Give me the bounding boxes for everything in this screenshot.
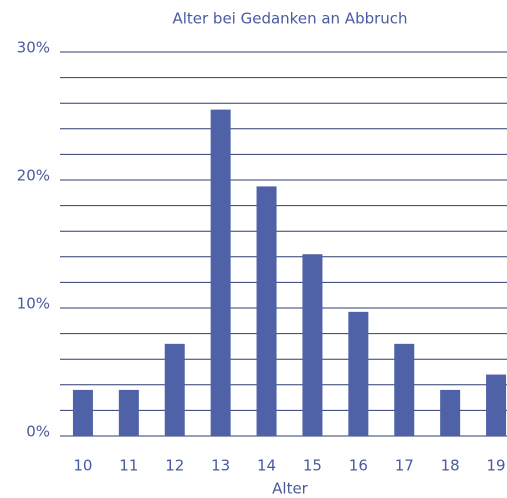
bar — [118, 389, 139, 436]
bar — [210, 109, 231, 436]
bar — [440, 389, 461, 436]
x-tick-label: 11 — [119, 457, 138, 475]
x-tick-label: 16 — [349, 457, 368, 475]
chart-title: Alter bei Gedanken an Abbruch — [172, 10, 407, 28]
bar — [348, 311, 369, 436]
x-tick-label: 18 — [441, 457, 460, 475]
y-tick-label: 20% — [17, 167, 50, 185]
y-tick-label: 10% — [17, 295, 50, 313]
x-tick-label: 13 — [211, 457, 230, 475]
bar — [394, 343, 415, 436]
bar — [72, 389, 93, 436]
bar — [486, 374, 507, 436]
x-tick-label: 19 — [486, 457, 505, 475]
x-tick-label: 17 — [395, 457, 414, 475]
x-tick-label: 14 — [257, 457, 276, 475]
x-axis-label: Alter — [272, 480, 309, 498]
x-tick-label: 12 — [165, 457, 184, 475]
bar — [164, 343, 185, 436]
y-tick-label: 0% — [26, 423, 50, 441]
y-tick-label: 30% — [17, 39, 50, 57]
bar — [302, 254, 323, 436]
bar — [256, 186, 277, 436]
x-tick-label: 15 — [303, 457, 322, 475]
x-tick-label: 10 — [73, 457, 92, 475]
